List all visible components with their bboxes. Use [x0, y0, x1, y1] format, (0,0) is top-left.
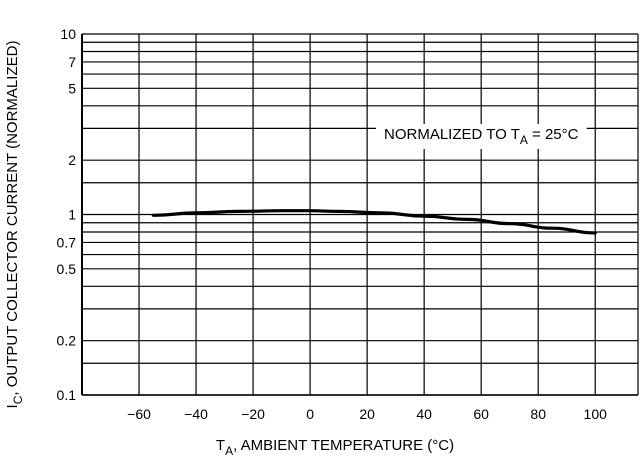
y-tick-label: 0.1 — [57, 387, 77, 403]
y-tick-label: 2 — [68, 152, 76, 168]
x-axis-title: TA, AMBIENT TEMPERATURE (°C) — [216, 437, 454, 458]
x-tick-label: −60 — [127, 406, 151, 422]
x-tick-label: 80 — [530, 406, 546, 422]
y-axis-title: IC, OUTPUT COLLECTOR CURRENT (NORMALIZED… — [4, 41, 25, 409]
y-tick-label: 7 — [68, 54, 76, 70]
y-tick-label: 1 — [68, 207, 76, 223]
series-layer — [151, 209, 597, 235]
annotation: NORMALIZED TO TA = 25°C — [376, 124, 587, 149]
y-tick-label: 0.7 — [57, 234, 77, 250]
y-tick-label: 0.2 — [57, 333, 77, 349]
y-tick-label: 5 — [68, 80, 76, 96]
x-tick-label: 0 — [306, 406, 314, 422]
y-tick-label: 10 — [60, 26, 76, 42]
x-tick-label: 20 — [359, 406, 375, 422]
x-tick-label: −20 — [241, 406, 265, 422]
y-tick-label: 0.5 — [57, 261, 77, 277]
tick-labels: 0.1 0.2 0.5 0.7 1 2 5 7 10 −60 −40 −20 0 20 40 60 80 100 — [57, 26, 608, 422]
x-tick-label: 100 — [584, 406, 608, 422]
annotation-text: NORMALIZED TO TA = 25°C — [384, 126, 579, 147]
series-line — [151, 209, 597, 235]
x-tick-label: 60 — [473, 406, 489, 422]
x-tick-label: −40 — [184, 406, 208, 422]
x-tick-label: 40 — [416, 406, 432, 422]
annotation-background — [376, 124, 587, 149]
